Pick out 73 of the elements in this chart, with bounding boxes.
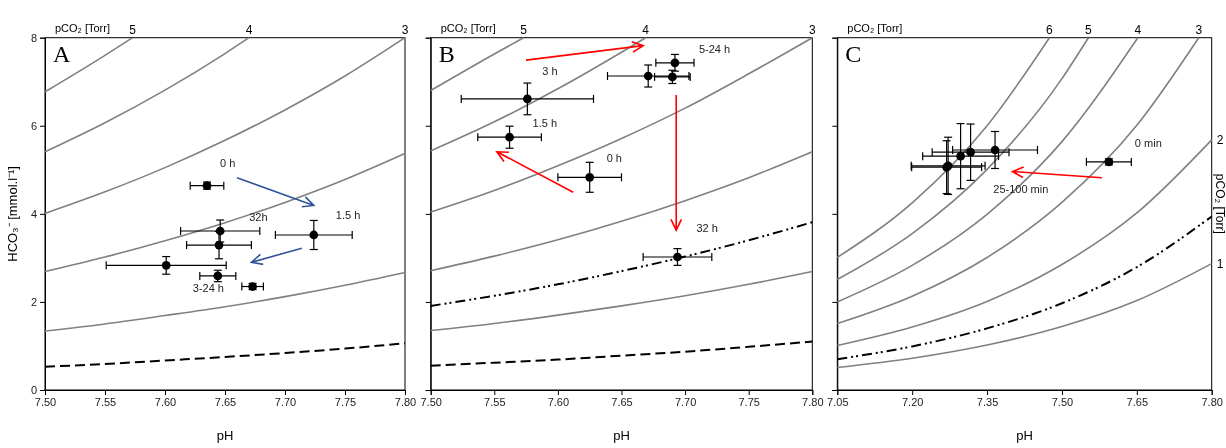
x-tick-label: 7.60 (154, 395, 177, 408)
point (643, 71, 653, 81)
x-tick-label: 7.20 (901, 395, 924, 408)
y-tick-label: 4 (30, 207, 37, 220)
x-tick-label: 7.80 (1201, 395, 1223, 408)
x-tick-label: 7.75 (334, 395, 357, 408)
x-tick-label: 7.65 (611, 395, 633, 408)
chart-title: A (53, 40, 71, 67)
x-tick-label: 7.55 (94, 395, 117, 408)
series-label: 6 (1046, 22, 1054, 37)
point (505, 132, 514, 142)
series-label: 4 (642, 22, 650, 37)
line-series (44, 271, 406, 332)
x-tick-label: 7.35 (976, 395, 999, 408)
x-tick-label: 7.60 (547, 395, 570, 408)
series-label: 4 (1134, 22, 1142, 37)
x-tick-label: 7.55 (484, 395, 506, 408)
x-tick-label: 7.70 (274, 395, 297, 408)
x-tick-label: 7.80 (802, 395, 824, 408)
annotation: 0 h (220, 156, 236, 169)
y-axis-title: HCO₃⁻ [mmol.l⁻¹] (5, 166, 20, 262)
legend-title: pCO₂ [Torr] (55, 21, 110, 34)
x-tick-label: 7.70 (674, 395, 697, 408)
chart-title: B (438, 40, 455, 67)
line-series (44, 152, 406, 273)
x-tick-label: 7.65 (1126, 395, 1149, 408)
point (214, 240, 224, 250)
series-label: 1 (1216, 256, 1224, 271)
y-tick-label: 8 (30, 31, 37, 44)
point (956, 151, 965, 161)
point (161, 261, 171, 270)
annotation: 1.5 h (335, 208, 361, 221)
point (523, 94, 532, 104)
annotation: 32h (249, 211, 268, 224)
series-label: 3 (1195, 22, 1203, 37)
legend-title: pCO₂ [Torr] (440, 21, 496, 34)
series-label: 5 (1085, 22, 1093, 37)
x-tick-label: 7.50 (420, 395, 442, 408)
point (215, 226, 225, 236)
series-label: 3 (401, 22, 409, 37)
y2-axis-title: pCO₂ [Torr] (1212, 173, 1226, 234)
x-tick-label: 7.75 (738, 395, 760, 408)
y-tick-label: 6 (30, 119, 37, 132)
series-label: 4 (245, 22, 253, 37)
annotation: 3-24 h (192, 281, 224, 294)
y-tick-label: 2 (30, 295, 37, 308)
x-tick-label: 7.50 (34, 395, 57, 408)
x-tick-label: 7.80 (394, 395, 417, 408)
annotation: 1.5 h (532, 117, 558, 130)
point (585, 172, 595, 182)
annotation: 3 h (542, 64, 558, 77)
point (673, 252, 682, 262)
x-axis-title: pH (216, 428, 234, 443)
annotation: 0 min (1134, 136, 1162, 149)
annotation: 5-24 h (698, 42, 731, 55)
legend-title: pCO₂ [Torr] (847, 21, 903, 34)
y-tick-label: 0 (30, 384, 37, 397)
series-label: 5 (129, 22, 137, 37)
line-series (44, 36, 250, 153)
x-tick-label: 7.65 (214, 395, 237, 408)
annotation: 32 h (696, 222, 718, 235)
x-tick-label: 7.50 (1051, 395, 1074, 408)
chart-title: C (845, 40, 862, 67)
annotation: 0 h (606, 152, 622, 165)
x-axis-title: pH (613, 428, 630, 443)
point (309, 230, 319, 240)
series-label: 2 (1216, 132, 1224, 147)
x-tick-label: 7.05 (827, 395, 849, 408)
point (990, 145, 1000, 155)
x-axis-title: pH (1016, 428, 1033, 443)
series-label: 3 (808, 22, 816, 37)
point (966, 147, 975, 157)
series-label: 5 (520, 22, 528, 37)
